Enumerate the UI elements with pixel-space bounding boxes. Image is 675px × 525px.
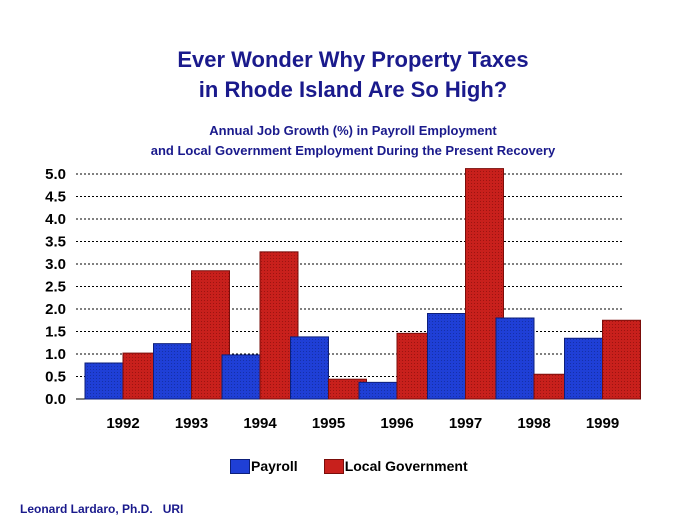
y-tick-label: 2.5 <box>45 279 66 296</box>
bar-payroll-1993 <box>153 343 192 400</box>
bars <box>84 168 641 400</box>
y-tick-label: 4.0 <box>45 211 66 228</box>
bar-payroll-1997 <box>427 313 466 400</box>
bar-payroll-1994 <box>221 354 261 400</box>
legend-swatch-local-government <box>323 458 344 474</box>
y-tick-label: 1.5 <box>45 324 66 341</box>
bar-local-government-1999 <box>602 319 641 400</box>
bar-payroll-1998 <box>495 317 535 400</box>
x-tick-label: 1997 <box>449 415 482 432</box>
y-tick-label: 5.0 <box>45 166 66 183</box>
legend-item-local-government: Local Government <box>323 458 468 474</box>
legend-item-payroll: Payroll <box>230 458 298 474</box>
legend: Payroll Local Government <box>230 456 494 476</box>
legend-label-payroll: Payroll <box>251 458 298 474</box>
y-tick-label: 1.0 <box>45 346 66 363</box>
chart-title-line1: Ever Wonder Why Property Taxes <box>177 47 529 72</box>
x-tick-label: 1999 <box>586 415 619 432</box>
bar-payroll-1995 <box>290 336 329 400</box>
chart-subtitle-line2: and Local Government Employment During t… <box>150 143 556 158</box>
author-credit: Leonard Lardaro, Ph.D. URI <box>20 502 184 516</box>
y-tick-label: 4.5 <box>45 189 66 206</box>
y-tick-label: 3.5 <box>45 234 66 251</box>
legend-swatch-payroll <box>230 458 250 474</box>
y-tick-label: 0.5 <box>45 369 66 386</box>
y-axis-ticks: 0.0 0.5 1.0 1.5 2.0 2.5 3.0 3.5 4.0 4.5 5.0 <box>45 166 66 408</box>
x-tick-label: 1994 <box>243 415 277 432</box>
y-tick-label: 3.0 <box>45 256 66 273</box>
bar-payroll-1996 <box>358 381 398 400</box>
chart-subtitle-line1: Annual Job Growth (%) in Payroll Employm… <box>209 123 497 138</box>
x-tick-label: 1993 <box>175 415 208 432</box>
x-tick-label: 1996 <box>380 415 413 432</box>
x-tick-label: 1998 <box>517 415 550 432</box>
y-tick-label: 2.0 <box>45 301 66 318</box>
chart-title-line2: in Rhode Island Are So High? <box>198 77 508 102</box>
legend-label-local-government: Local Government <box>344 458 468 474</box>
y-tick-label: 0.0 <box>45 391 66 408</box>
bar-payroll-1999 <box>564 337 603 400</box>
x-tick-label: 1992 <box>106 415 139 432</box>
x-tick-label: 1995 <box>312 415 345 432</box>
bar-payroll-1992 <box>84 362 124 400</box>
x-axis-ticks: 1992 1993 1994 1995 1996 1997 1998 1999 <box>106 415 619 432</box>
